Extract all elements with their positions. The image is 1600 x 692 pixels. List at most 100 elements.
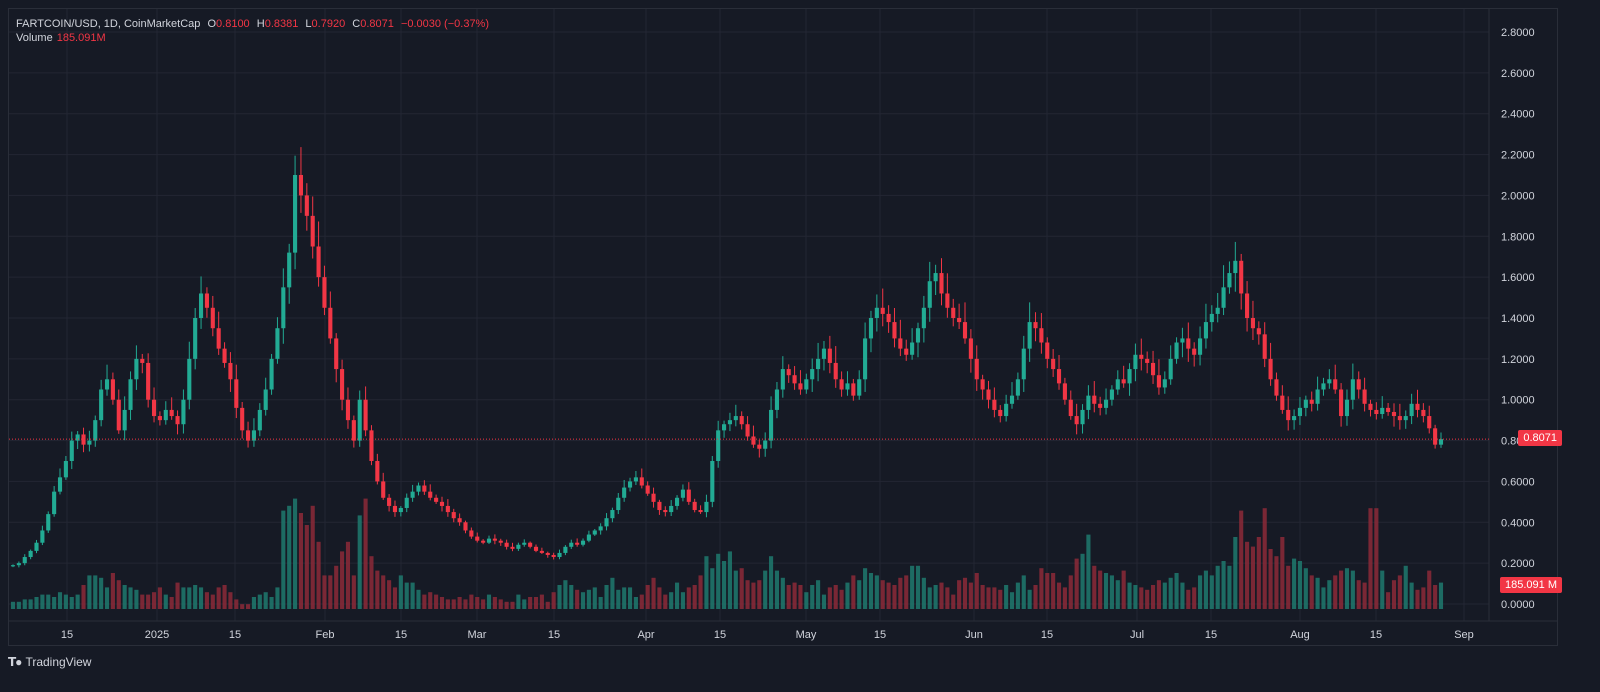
candle-body xyxy=(40,530,45,543)
volume-bar xyxy=(1368,508,1373,609)
volume-bar xyxy=(81,585,86,609)
candle-body xyxy=(528,542,533,547)
volume-bar xyxy=(1380,570,1385,609)
change-value: −0.0030 (−0.37%) xyxy=(400,18,490,30)
candle-body xyxy=(921,307,926,329)
volume-bar xyxy=(469,594,474,609)
volume-bar xyxy=(1086,534,1091,609)
symbol-label[interactable]: FARTCOIN/USD, 1D, CoinMarketCap xyxy=(16,18,201,30)
y-tick-label: 0.0000 xyxy=(1501,599,1535,611)
volume-bar xyxy=(1156,580,1161,609)
candle-body xyxy=(1315,389,1320,404)
volume-bar xyxy=(845,582,850,609)
candle-body xyxy=(1086,395,1091,410)
volume-bar xyxy=(821,594,827,609)
volume-bar xyxy=(839,589,844,609)
volume-bar xyxy=(539,594,544,609)
candle-body xyxy=(757,444,762,449)
volume-bar xyxy=(1274,556,1279,609)
volume-bar xyxy=(1074,558,1079,609)
candle-body xyxy=(198,293,204,318)
volume-bar xyxy=(1333,575,1338,609)
candle-body xyxy=(387,497,392,506)
candle-body xyxy=(915,328,921,343)
candle-body xyxy=(1268,358,1273,380)
x-tick-label: Apr xyxy=(637,629,654,641)
candle-body xyxy=(293,175,298,253)
candle-body xyxy=(892,322,897,339)
candle-body xyxy=(927,281,932,308)
candle-body xyxy=(1303,399,1308,408)
volume-bar xyxy=(586,589,591,609)
y-tick-label: 2.8000 xyxy=(1501,27,1535,39)
volume-bar xyxy=(868,573,874,609)
candle-body xyxy=(586,534,591,541)
candle-body xyxy=(469,530,474,537)
candle-body xyxy=(1327,379,1332,384)
candle-body xyxy=(522,542,527,545)
volume-bar xyxy=(592,587,597,609)
volume-bar xyxy=(46,594,51,609)
candle-body xyxy=(381,481,386,498)
volume-bar xyxy=(722,561,727,609)
volume-bar xyxy=(968,582,973,609)
candle-body xyxy=(751,436,756,445)
volume-bar xyxy=(710,568,715,609)
volume-label[interactable]: Volume xyxy=(16,32,53,44)
price-chart[interactable]: 2.8000 2.6000 2.4000 2.2000 2.0000 1.8000 1.60… xyxy=(9,9,1557,645)
volume-bar xyxy=(1015,582,1020,609)
candle-body xyxy=(745,424,750,437)
volume-bar xyxy=(1186,589,1191,609)
volume-bar xyxy=(962,577,968,609)
candle-body xyxy=(122,409,127,431)
tradingview-brand[interactable]: 𝗧● TradingView xyxy=(8,655,91,669)
candle-body xyxy=(780,369,785,390)
volume-bar xyxy=(657,587,662,609)
volume-bar xyxy=(1027,589,1032,609)
candle-body xyxy=(228,362,233,380)
chart-frame[interactable]: 2.8000 2.6000 2.4000 2.2000 2.0000 1.8000 1.60… xyxy=(8,8,1558,646)
volume-bar xyxy=(298,513,304,609)
candle-body xyxy=(980,379,985,390)
x-tick-label: Aug xyxy=(1290,629,1310,641)
candle-body xyxy=(287,252,292,288)
candle-body xyxy=(739,416,744,425)
volume-bar xyxy=(87,575,92,609)
candle-body xyxy=(868,318,874,339)
x-tick-label: Feb xyxy=(316,629,335,641)
candle-body xyxy=(434,497,439,502)
candle-body xyxy=(1391,411,1397,417)
volume-bar xyxy=(181,587,186,609)
candle-body xyxy=(551,554,556,558)
volume-bar xyxy=(410,582,415,609)
volume-bar xyxy=(1433,585,1438,609)
candle-body xyxy=(1356,379,1361,390)
candle-body xyxy=(104,379,110,390)
volume-bar xyxy=(93,575,98,609)
volume-bar xyxy=(99,577,104,609)
candle-body xyxy=(839,379,844,390)
candle-body xyxy=(627,481,633,488)
volume-bar xyxy=(275,587,280,609)
candle-body xyxy=(639,477,644,486)
candle-body xyxy=(463,522,468,531)
candle-body xyxy=(569,542,574,547)
candle-body xyxy=(1280,395,1285,410)
volume-legend: Volume 185.091M xyxy=(16,30,106,46)
candle-body xyxy=(575,542,580,545)
volume-bar xyxy=(639,594,644,609)
x-tick-label: Mar xyxy=(468,629,487,641)
volume-bar xyxy=(1350,570,1355,609)
volume-bar xyxy=(898,577,903,609)
volume-bar xyxy=(263,592,268,609)
candle-body xyxy=(204,293,209,308)
candle-body xyxy=(157,416,162,421)
volume-bar xyxy=(251,597,256,609)
volume-bar xyxy=(28,599,33,609)
candle-body xyxy=(910,342,915,355)
volume-bar xyxy=(128,587,133,609)
volume-bar xyxy=(763,570,768,609)
candle-body xyxy=(251,430,256,441)
volume-bar xyxy=(533,597,539,609)
volume-bar xyxy=(692,585,697,609)
